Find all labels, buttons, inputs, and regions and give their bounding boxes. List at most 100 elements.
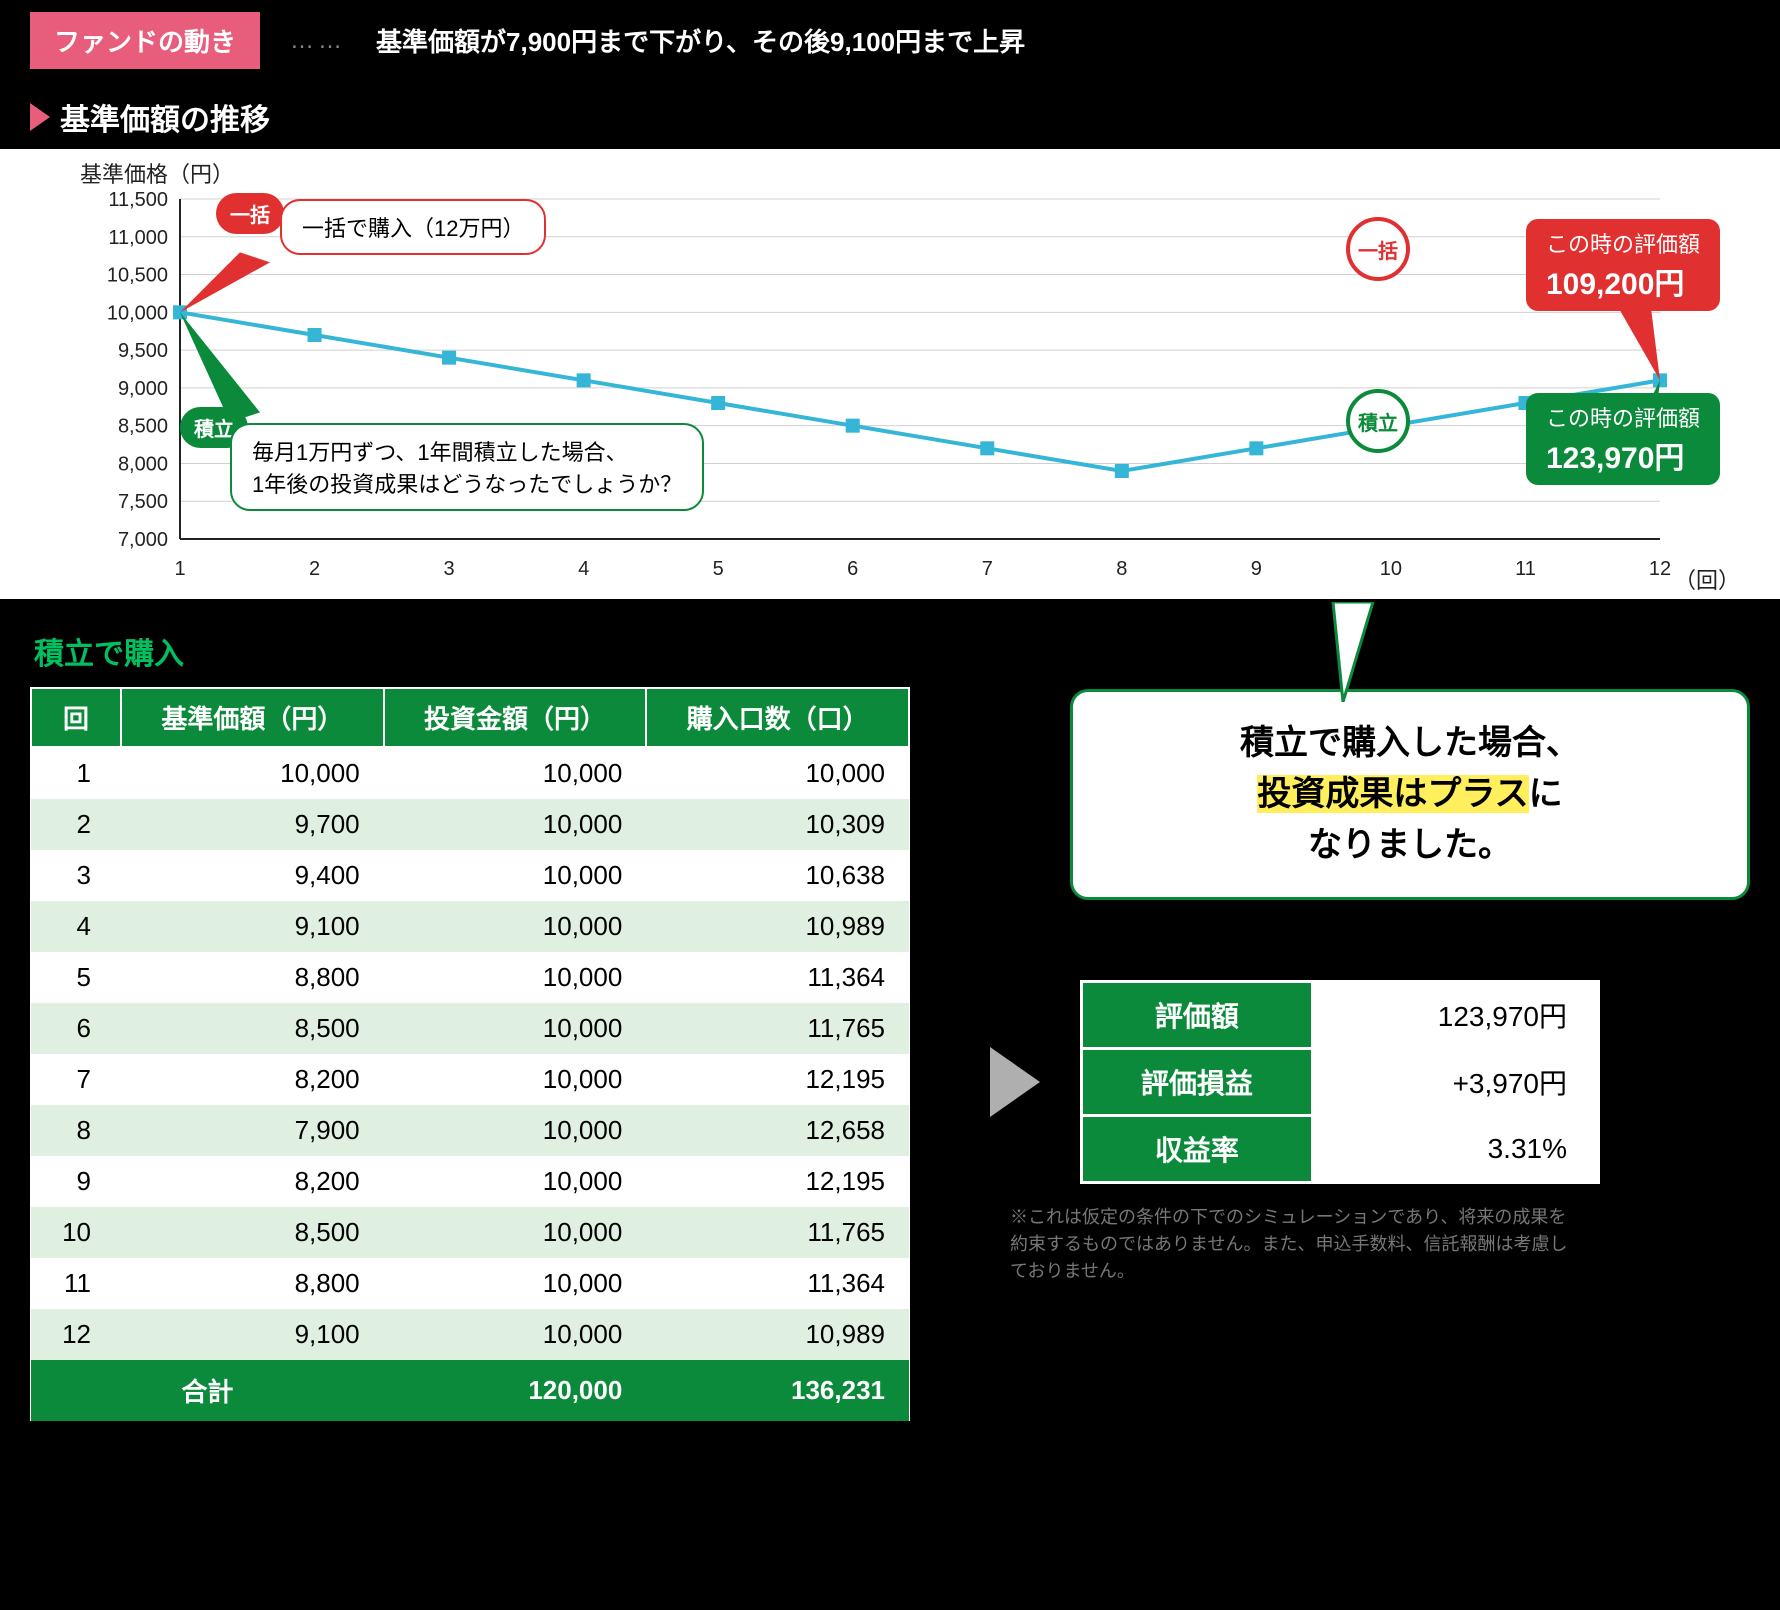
chart-x-unit: （回） — [1674, 563, 1740, 595]
mini-summary-row: 評価額123,970円評価損益+3,970円収益率3.31% — [990, 980, 1750, 1184]
table-row: 87,90010,00012,658 — [31, 1105, 909, 1156]
table-cell: 10 — [31, 1207, 121, 1258]
table-header-cell: 回 — [31, 688, 121, 747]
tsumitate-valuation-balloon: この時の評価額 123,970円 — [1526, 393, 1720, 485]
table-cell: 8,200 — [121, 1156, 384, 1207]
table-row: 110,00010,00010,000 — [31, 747, 909, 799]
table-cell: 8,500 — [121, 1207, 384, 1258]
lump-pill: 一括 — [216, 193, 284, 234]
table-title: 積立で購入 — [34, 629, 910, 673]
result-bubble: 積立で購入した場合、 投資成果はプラスに なりました。 — [1070, 689, 1750, 900]
svg-text:7,500: 7,500 — [118, 491, 168, 513]
table-cell: 9,100 — [121, 901, 384, 952]
right-column: 積立で購入した場合、 投資成果はプラスに なりました。 評価額123,970円評… — [950, 619, 1750, 1285]
svg-text:11,000: 11,000 — [108, 227, 168, 249]
table-cell: 9,400 — [121, 850, 384, 901]
result-line2: 投資成果はプラスに — [1107, 769, 1713, 820]
svg-text:6: 6 — [847, 558, 858, 580]
table-cell: 9,100 — [121, 1309, 384, 1360]
dots: …… — [290, 27, 346, 55]
table-row: 58,80010,00011,364 — [31, 952, 909, 1003]
table-cell: 10,000 — [384, 850, 647, 901]
table-footer-label: 合計 — [31, 1360, 384, 1421]
table-cell: 12 — [31, 1309, 121, 1360]
chart-container: 基準価格（円） 7,0007,5008,0008,5009,0009,50010… — [0, 149, 1780, 599]
table-cell: 10,000 — [384, 1003, 647, 1054]
table-row: 68,50010,00011,765 — [31, 1003, 909, 1054]
svg-text:10,000: 10,000 — [107, 302, 168, 324]
left-column: 積立で購入 回基準価額（円）投資金額（円）購入口数（口） 110,00010,0… — [30, 619, 910, 1421]
table-cell: 3 — [31, 850, 121, 901]
table-row: 118,80010,00011,364 — [31, 1258, 909, 1309]
table-cell: 10,000 — [384, 952, 647, 1003]
table-cell: 12,658 — [646, 1105, 909, 1156]
mini-row: 収益率3.31% — [1082, 1116, 1599, 1183]
lump-valuation-label: この時の評価額 — [1546, 232, 1700, 257]
section-row: 基準価額の推移 — [0, 75, 1780, 149]
table-cell: 10,000 — [384, 1207, 647, 1258]
svg-text:11: 11 — [1515, 558, 1536, 580]
table-cell: 10,000 — [384, 1156, 647, 1207]
table-cell: 10,000 — [384, 1258, 647, 1309]
table-header-cell: 基準価額（円） — [121, 688, 384, 747]
fund-badge: ファンドの動き — [30, 12, 260, 69]
table-header-cell: 投資金額（円） — [384, 688, 647, 747]
table-cell: 10,000 — [384, 901, 647, 952]
table-cell: 10,989 — [646, 901, 909, 952]
mini-value: 3.31% — [1312, 1116, 1598, 1183]
svg-text:2: 2 — [309, 558, 320, 580]
svg-text:8,500: 8,500 — [118, 416, 168, 438]
triangle-icon — [30, 103, 50, 131]
table-cell: 10,638 — [646, 850, 909, 901]
tsumitate-callout: 毎月1万円ずつ、1年間積立した場合、 1年後の投資成果はどうなったでしょうか？ — [230, 423, 704, 511]
table-cell: 8,800 — [121, 1258, 384, 1309]
table-cell: 11,765 — [646, 1207, 909, 1258]
table-cell: 9,700 — [121, 799, 384, 850]
svg-text:5: 5 — [713, 558, 724, 580]
table-cell: 11,364 — [646, 1258, 909, 1309]
disclaimer-text: ※これは仮定の条件の下でのシミュレーションであり、将来の成果を約束するものではあ… — [1010, 1204, 1570, 1285]
mini-label: 評価額 — [1082, 982, 1313, 1049]
table-cell: 6 — [31, 1003, 121, 1054]
header-row: ファンドの動き …… 基準価額が7,900円まで下がり、その後9,100円まで上… — [0, 0, 1780, 75]
table-cell: 12,195 — [646, 1156, 909, 1207]
svg-text:8: 8 — [1116, 558, 1127, 580]
table-header-cell: 購入口数（口） — [646, 688, 909, 747]
mini-row: 評価額123,970円 — [1082, 982, 1599, 1049]
mini-row: 評価損益+3,970円 — [1082, 1049, 1599, 1116]
mini-label: 評価損益 — [1082, 1049, 1313, 1116]
table-row: 39,40010,00010,638 — [31, 850, 909, 901]
table-cell: 10,000 — [384, 1105, 647, 1156]
bubble-tail-icon — [1303, 602, 1403, 702]
arrow-right-icon — [990, 1047, 1040, 1117]
table-cell: 7,900 — [121, 1105, 384, 1156]
table-cell: 10,989 — [646, 1309, 909, 1360]
svg-text:12: 12 — [1649, 558, 1671, 580]
mini-value: 123,970円 — [1312, 982, 1598, 1049]
lump-ring-icon: 一括 — [1346, 217, 1410, 281]
tsumitate-valuation-value: 123,970円 — [1546, 433, 1700, 477]
table-cell: 2 — [31, 799, 121, 850]
svg-text:9,000: 9,000 — [118, 378, 168, 400]
chart-y-title: 基準価格（円） — [80, 157, 234, 189]
table-cell: 11,364 — [646, 952, 909, 1003]
table-cell: 10,000 — [646, 747, 909, 799]
table-cell: 8,800 — [121, 952, 384, 1003]
table-cell: 10,000 — [384, 747, 647, 799]
table-cell: 10,309 — [646, 799, 909, 850]
mini-summary-table: 評価額123,970円評価損益+3,970円収益率3.31% — [1080, 980, 1600, 1184]
table-cell: 8,200 — [121, 1054, 384, 1105]
table-row: 49,10010,00010,989 — [31, 901, 909, 952]
page-root: ファンドの動き …… 基準価額が7,900円まで下がり、その後9,100円まで上… — [0, 0, 1780, 1451]
result-line1: 積立で購入した場合、 — [1107, 718, 1713, 769]
fund-description: 基準価額が7,900円まで下がり、その後9,100円まで上昇 — [376, 22, 1025, 59]
result-line3: なりました。 — [1107, 820, 1713, 871]
mini-label: 収益率 — [1082, 1116, 1313, 1183]
svg-text:9: 9 — [1251, 558, 1262, 580]
table-cell: 10,000 — [384, 1054, 647, 1105]
lump-valuation-balloon: この時の評価額 109,200円 — [1526, 219, 1720, 311]
svg-text:8,000: 8,000 — [118, 453, 168, 475]
table-cell: 9 — [31, 1156, 121, 1207]
svg-text:9,500: 9,500 — [118, 340, 168, 362]
table-row: 78,20010,00012,195 — [31, 1054, 909, 1105]
